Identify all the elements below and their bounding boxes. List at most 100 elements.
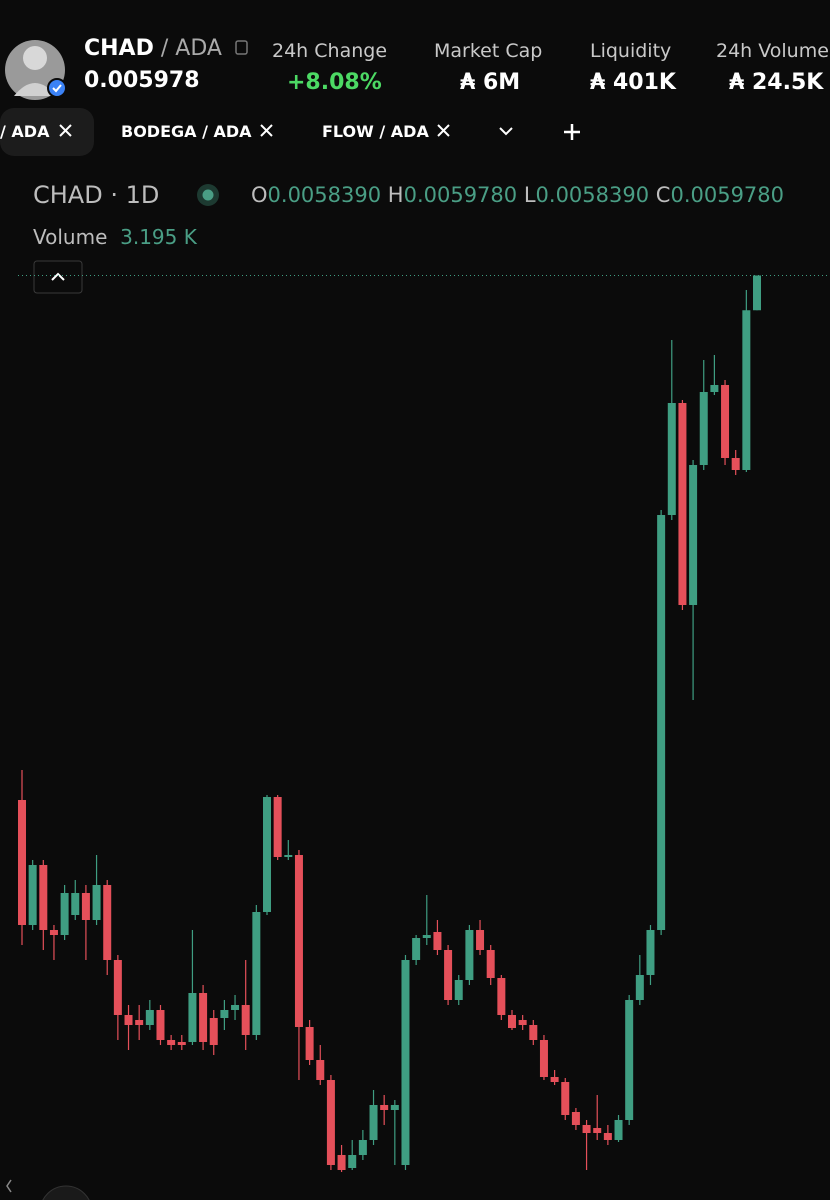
candle-body	[177, 1042, 186, 1045]
candle-body	[667, 403, 676, 515]
candle-body	[508, 1015, 516, 1028]
candle-body	[518, 1020, 527, 1025]
plot-area	[18, 275, 830, 1172]
candle-body	[92, 885, 101, 920]
candle-body	[273, 797, 282, 857]
candle-body	[358, 1140, 367, 1155]
tab[interactable]: / ADA	[0, 122, 50, 141]
candle-body	[220, 1010, 229, 1018]
tab[interactable]: FLOW / ADA	[322, 122, 429, 141]
scroll-left[interactable]	[6, 1179, 12, 1193]
candle-body	[252, 912, 261, 1035]
stat-value: ₳ 401K	[590, 70, 676, 95]
candle-body	[49, 930, 58, 935]
candle-body	[582, 1125, 591, 1133]
ohlc-value: 0.0059780	[403, 183, 518, 207]
verified-badge	[47, 78, 67, 98]
verified-check	[52, 84, 62, 93]
candle-body	[689, 465, 698, 605]
candle-body	[124, 1015, 133, 1025]
ohlc-value: 0.0059780	[670, 183, 785, 207]
close-tab-icon[interactable]	[260, 124, 273, 137]
volume-value: 3.195 K	[120, 225, 197, 249]
candle-body	[28, 865, 37, 925]
candle-body	[145, 1010, 154, 1025]
add-tab[interactable]	[564, 124, 580, 140]
candle-body	[721, 385, 730, 458]
candle-body	[603, 1133, 612, 1140]
candle-body	[465, 930, 474, 980]
candle-body	[316, 1060, 325, 1080]
candle-body	[593, 1128, 602, 1133]
candle-body	[678, 403, 687, 605]
collapse-button[interactable]	[33, 260, 83, 294]
candle-body	[60, 893, 69, 935]
ohlc-key: O	[251, 183, 268, 207]
close-tab-icon[interactable]	[59, 124, 72, 137]
ohlc-key: H	[387, 183, 404, 207]
scroll-button[interactable]	[40, 1185, 92, 1200]
candle-body	[113, 960, 122, 1015]
candle-body	[188, 993, 197, 1042]
candle-body	[539, 1040, 548, 1077]
collapse-icon	[51, 272, 65, 281]
volume-label: Volume	[33, 225, 108, 249]
candle-body	[731, 458, 740, 470]
candle-body	[231, 1005, 240, 1010]
chart-symbol: CHAD · 1D	[33, 181, 160, 209]
candle-body	[39, 865, 48, 930]
stat-label: 24h Change	[272, 40, 388, 62]
active-tab-bg[interactable]	[0, 108, 94, 156]
candle-body	[241, 1005, 250, 1035]
candle-body	[444, 950, 453, 1000]
candle-body	[571, 1112, 580, 1125]
tab[interactable]: BODEGA / ADA	[121, 122, 252, 141]
candle-body	[401, 960, 410, 1165]
avatar-body	[14, 83, 56, 96]
candle-body	[390, 1105, 399, 1110]
close-tab-icon[interactable]	[437, 124, 450, 137]
stat-label: Liquidity	[590, 40, 672, 62]
candle-body	[305, 1027, 314, 1060]
candle-body	[369, 1105, 378, 1140]
ohlc-key: C	[655, 183, 671, 207]
pair-title: CHAD / ADA	[84, 36, 222, 61]
candle-body	[646, 930, 655, 975]
copy-icon[interactable]	[235, 40, 248, 55]
candle-body	[199, 993, 208, 1042]
candle-body	[550, 1077, 559, 1082]
stat-value: ₳ 6M	[460, 70, 521, 95]
token-name: CHAD	[84, 36, 154, 61]
candle-body	[380, 1105, 389, 1110]
candle-body	[348, 1155, 357, 1168]
token-price: 0.005978	[84, 68, 200, 93]
candle-body	[135, 1020, 144, 1025]
candle-body	[710, 385, 719, 392]
candle-body	[433, 932, 442, 950]
ohlc-legend: O0.0058390 H0.0059780 L0.0058390 C0.0059…	[251, 183, 784, 207]
candle-body	[497, 978, 506, 1015]
candle-body	[614, 1120, 623, 1140]
stat-value: ₳ 24.5K	[729, 70, 824, 95]
ohlc-value: 0.0058390	[267, 183, 382, 207]
candle-body	[81, 893, 90, 920]
stat-label: Market Cap	[434, 40, 543, 62]
candle-body	[699, 392, 708, 465]
candle-body	[529, 1025, 538, 1040]
tabs-dropdown[interactable]	[499, 127, 513, 136]
candle-body	[326, 1080, 335, 1165]
candle-body	[476, 930, 485, 950]
candle-body	[625, 1000, 634, 1120]
stat-label: 24h Volume	[716, 40, 829, 62]
candle-body	[337, 1155, 346, 1170]
avatar-head	[23, 46, 47, 70]
candle-body	[635, 975, 644, 1000]
volume-legend: Volume 3.195 K	[33, 225, 197, 249]
candle-body	[209, 1018, 218, 1045]
candle-body	[294, 855, 303, 1027]
candle-body	[561, 1082, 570, 1115]
